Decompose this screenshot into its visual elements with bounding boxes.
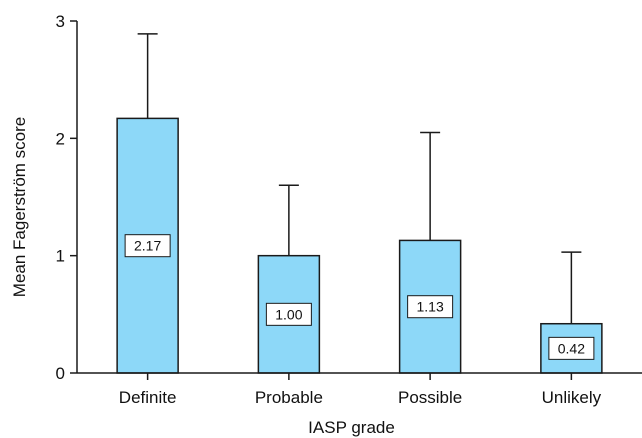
x-tick-label: Probable <box>255 388 323 407</box>
x-axis-title: IASP grade <box>308 418 395 437</box>
y-axis-title: Mean Fagerström score <box>10 117 29 297</box>
y-tick-label: 0 <box>56 364 65 383</box>
x-tick-label: Unlikely <box>542 388 602 407</box>
y-tick-label: 3 <box>56 12 65 31</box>
data-label: 2.17 <box>134 238 161 254</box>
x-tick-label: Definite <box>119 388 177 407</box>
data-label-box <box>548 336 595 360</box>
data-label: 0.42 <box>558 340 585 356</box>
y-tick-label: 2 <box>56 129 65 148</box>
y-tick-label: 1 <box>56 247 65 266</box>
data-label: 1.13 <box>417 299 444 315</box>
x-ticks: Definite Probable Possible Unlikely <box>119 373 602 407</box>
bars-layer: 2.17 1.00 1.13 0.42 <box>116 33 603 374</box>
y-ticks: 0 1 2 3 <box>56 12 77 383</box>
x-tick-label: Possible <box>398 388 462 407</box>
data-label: 1.00 <box>275 306 302 322</box>
data-label-box <box>265 302 312 326</box>
data-label-box <box>124 234 171 258</box>
data-label-box <box>407 295 454 319</box>
axes-layer <box>76 21 642 374</box>
